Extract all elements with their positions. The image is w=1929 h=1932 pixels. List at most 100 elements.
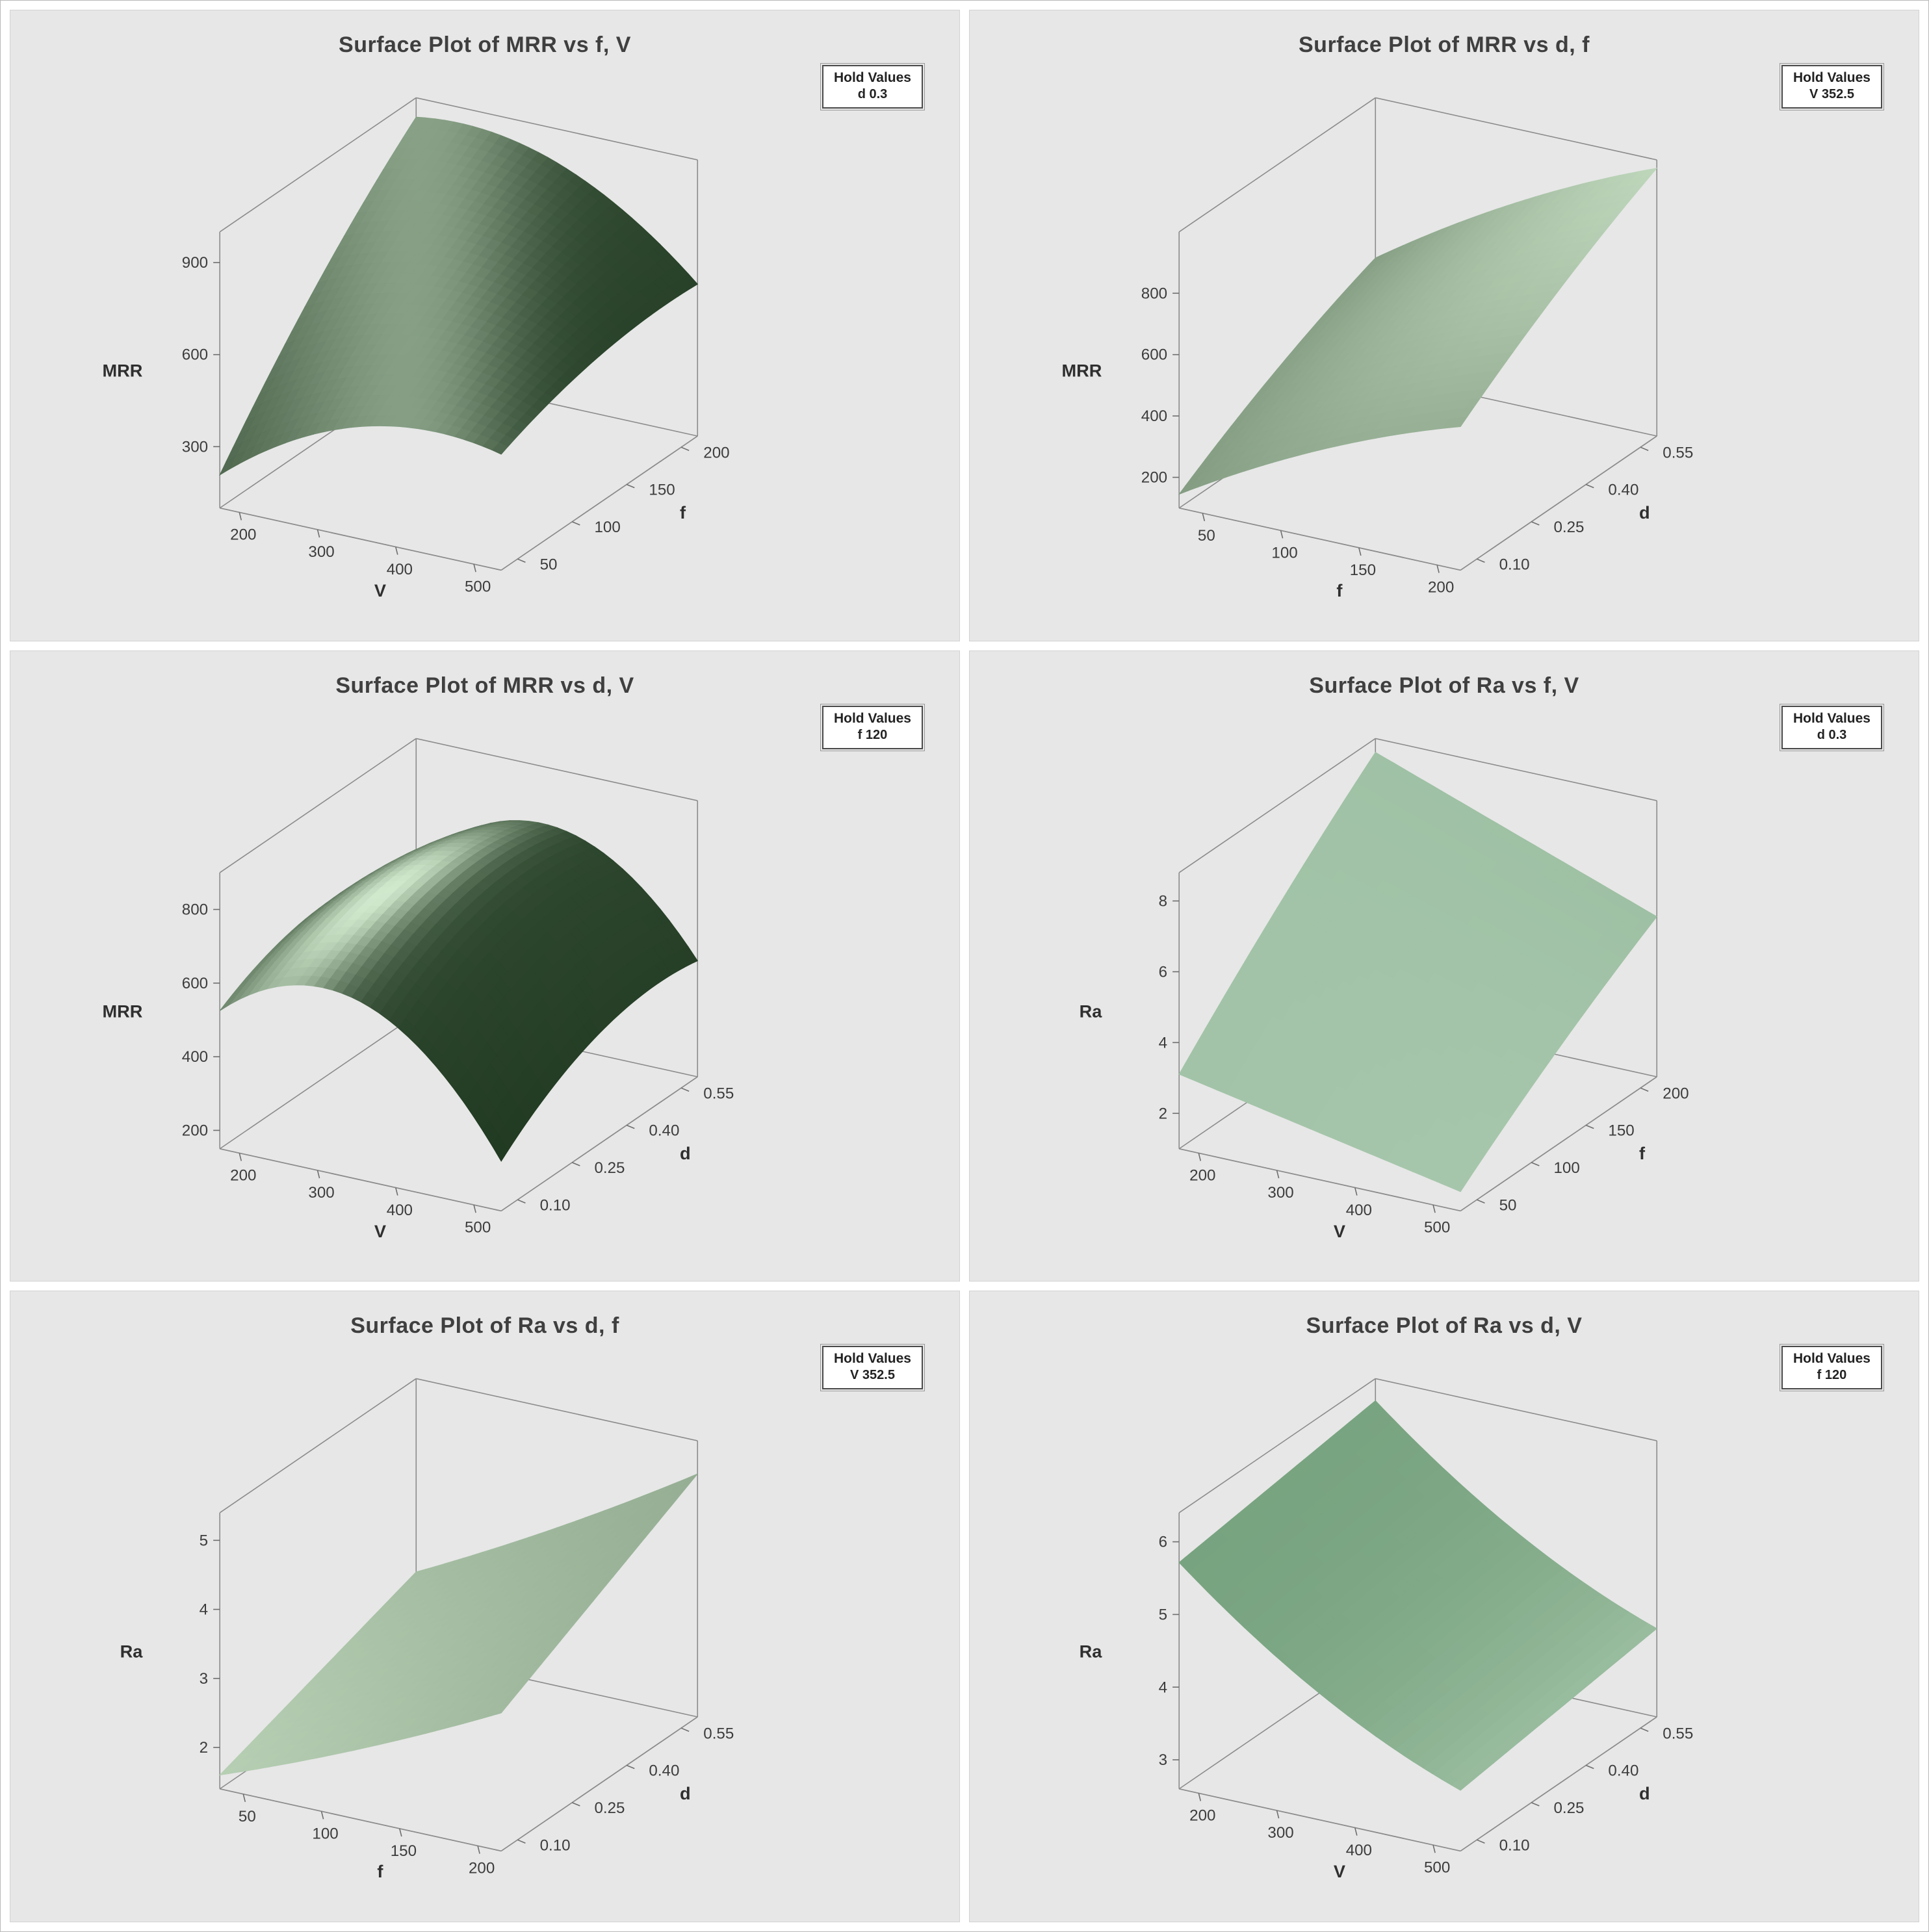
panel-mrr-d-f: Surface Plot of MRR vs d, f Hold Values … [969, 10, 1919, 641]
svg-text:50: 50 [540, 556, 558, 573]
svg-text:f: f [377, 1862, 383, 1882]
svg-text:0.40: 0.40 [649, 1122, 679, 1139]
svg-text:100: 100 [1271, 545, 1297, 562]
svg-text:V: V [374, 1221, 386, 1241]
svg-text:0.10: 0.10 [1499, 556, 1530, 573]
svg-text:f: f [1639, 1143, 1646, 1163]
svg-text:V: V [1334, 1221, 1345, 1241]
hold-values-label: Hold Values [833, 710, 911, 726]
hold-values-label: Hold Values [833, 1351, 911, 1367]
svg-text:300: 300 [1267, 1184, 1293, 1202]
svg-text:f: f [1336, 580, 1343, 600]
svg-text:50: 50 [1198, 527, 1215, 545]
svg-text:150: 150 [649, 482, 675, 499]
panel-ra-d-f: Surface Plot of Ra vs d, f Hold Values V… [10, 1291, 960, 1922]
svg-text:d: d [1639, 502, 1650, 522]
hold-values-box: Hold Values V 352.5 [820, 1344, 926, 1392]
svg-text:500: 500 [465, 1218, 491, 1236]
chart-title: Surface Plot of Ra vs f, V [1309, 673, 1579, 698]
svg-text:50: 50 [1499, 1196, 1517, 1214]
svg-text:Ra: Ra [1080, 1001, 1103, 1021]
svg-text:Ra: Ra [120, 1642, 144, 1662]
hold-values-box: Hold Values f 120 [820, 703, 926, 751]
svg-text:2: 2 [1159, 1105, 1167, 1122]
panel-mrr-d-v: Surface Plot of MRR vs d, V Hold Values … [10, 650, 960, 1282]
svg-text:150: 150 [391, 1842, 417, 1860]
svg-text:400: 400 [1141, 407, 1167, 425]
chart-title: Surface Plot of Ra vs d, V [1306, 1313, 1583, 1339]
hold-values-value: d 0.3 [857, 87, 888, 101]
hold-values-box: Hold Values d 0.3 [820, 63, 926, 110]
svg-text:200: 200 [469, 1860, 495, 1877]
svg-text:500: 500 [465, 578, 491, 595]
hold-values-label: Hold Values [1793, 710, 1871, 726]
svg-text:300: 300 [182, 438, 208, 456]
svg-text:f: f [680, 502, 686, 522]
svg-text:2: 2 [200, 1739, 208, 1757]
svg-text:8: 8 [1159, 892, 1167, 910]
svg-text:d: d [680, 1783, 691, 1803]
svg-text:800: 800 [1141, 285, 1167, 302]
svg-text:600: 600 [1141, 346, 1167, 364]
svg-text:d: d [680, 1143, 691, 1163]
svg-text:MRR: MRR [1062, 360, 1102, 380]
svg-text:4: 4 [1159, 1034, 1167, 1051]
svg-text:200: 200 [230, 526, 256, 544]
svg-text:50: 50 [239, 1808, 256, 1825]
panel-mrr-f-v: Surface Plot of MRR vs f, V Hold Values … [10, 10, 960, 641]
svg-text:400: 400 [387, 561, 413, 578]
svg-text:900: 900 [182, 254, 208, 272]
hold-values-box: Hold Values V 352.5 [1779, 63, 1885, 110]
svg-text:6: 6 [1159, 963, 1167, 981]
hold-values-box: Hold Values d 0.3 [1779, 703, 1885, 751]
svg-text:400: 400 [1346, 1201, 1372, 1218]
surface-plot: 50 100 150 200 f 0.10 0.25 0.40 0.55 d 2 3 4 5 Ra [120, 1378, 734, 1882]
svg-text:400: 400 [182, 1048, 208, 1066]
svg-text:0.10: 0.10 [540, 1196, 571, 1214]
svg-text:200: 200 [1663, 1085, 1689, 1102]
panel-ra-d-v: Surface Plot of Ra vs d, V Hold Values f… [969, 1291, 1919, 1922]
svg-text:0.55: 0.55 [703, 1085, 734, 1102]
surface-plot: 200 300 400 500 V 0.10 0.25 0.40 0.55 d 200 400 600 8… [103, 738, 734, 1241]
svg-text:150: 150 [1608, 1122, 1634, 1139]
surface-plot: 50 100 150 200 f 0.10 0.25 0.40 0.55 d 200 400 600 80… [1062, 97, 1693, 600]
svg-text:0.25: 0.25 [594, 1159, 625, 1177]
hold-values-label: Hold Values [1793, 70, 1871, 85]
chart-title: Surface Plot of Ra vs d, f [350, 1313, 619, 1339]
svg-text:0.25: 0.25 [594, 1799, 625, 1817]
chart-title: Surface Plot of MRR vs f, V [339, 32, 631, 57]
hold-values-label: Hold Values [833, 70, 911, 85]
svg-text:200: 200 [1428, 579, 1454, 597]
svg-text:400: 400 [387, 1201, 413, 1218]
hold-values-value: d 0.3 [1817, 727, 1847, 742]
hold-values-value: V 352.5 [1809, 87, 1854, 101]
svg-text:600: 600 [182, 346, 208, 364]
svg-text:300: 300 [308, 1184, 334, 1202]
svg-text:100: 100 [312, 1825, 338, 1843]
hold-values-value: f 120 [857, 727, 888, 742]
svg-text:500: 500 [1424, 1218, 1450, 1236]
svg-text:100: 100 [594, 519, 620, 536]
svg-text:0.55: 0.55 [703, 1725, 734, 1743]
hold-values-value: V 352.5 [850, 1368, 895, 1383]
svg-text:200: 200 [182, 1122, 208, 1139]
svg-text:600: 600 [182, 975, 208, 992]
surface-plot: 200 300 400 500 V 50 100 150 200 f 2 4 6 8 Ra [1080, 738, 1689, 1241]
panel-ra-f-v: Surface Plot of Ra vs f, V Hold Values d… [969, 650, 1919, 1282]
chart-title: Surface Plot of MRR vs d, V [335, 673, 634, 698]
svg-text:0.10: 0.10 [540, 1837, 571, 1855]
hold-values-box: Hold Values f 120 [1779, 1344, 1885, 1392]
hold-values-value: f 120 [1817, 1368, 1847, 1383]
svg-text:300: 300 [308, 543, 334, 561]
svg-text:150: 150 [1350, 561, 1376, 579]
svg-text:MRR: MRR [103, 360, 143, 380]
svg-text:200: 200 [230, 1166, 256, 1184]
surface-plot: 200 300 400 500 V 50 100 150 200 f 300 600 900 MRR [103, 97, 730, 600]
svg-text:3: 3 [200, 1670, 208, 1688]
svg-text:200: 200 [1141, 469, 1167, 487]
hold-values-label: Hold Values [1793, 1351, 1871, 1367]
chart-title: Surface Plot of MRR vs d, f [1299, 32, 1590, 57]
